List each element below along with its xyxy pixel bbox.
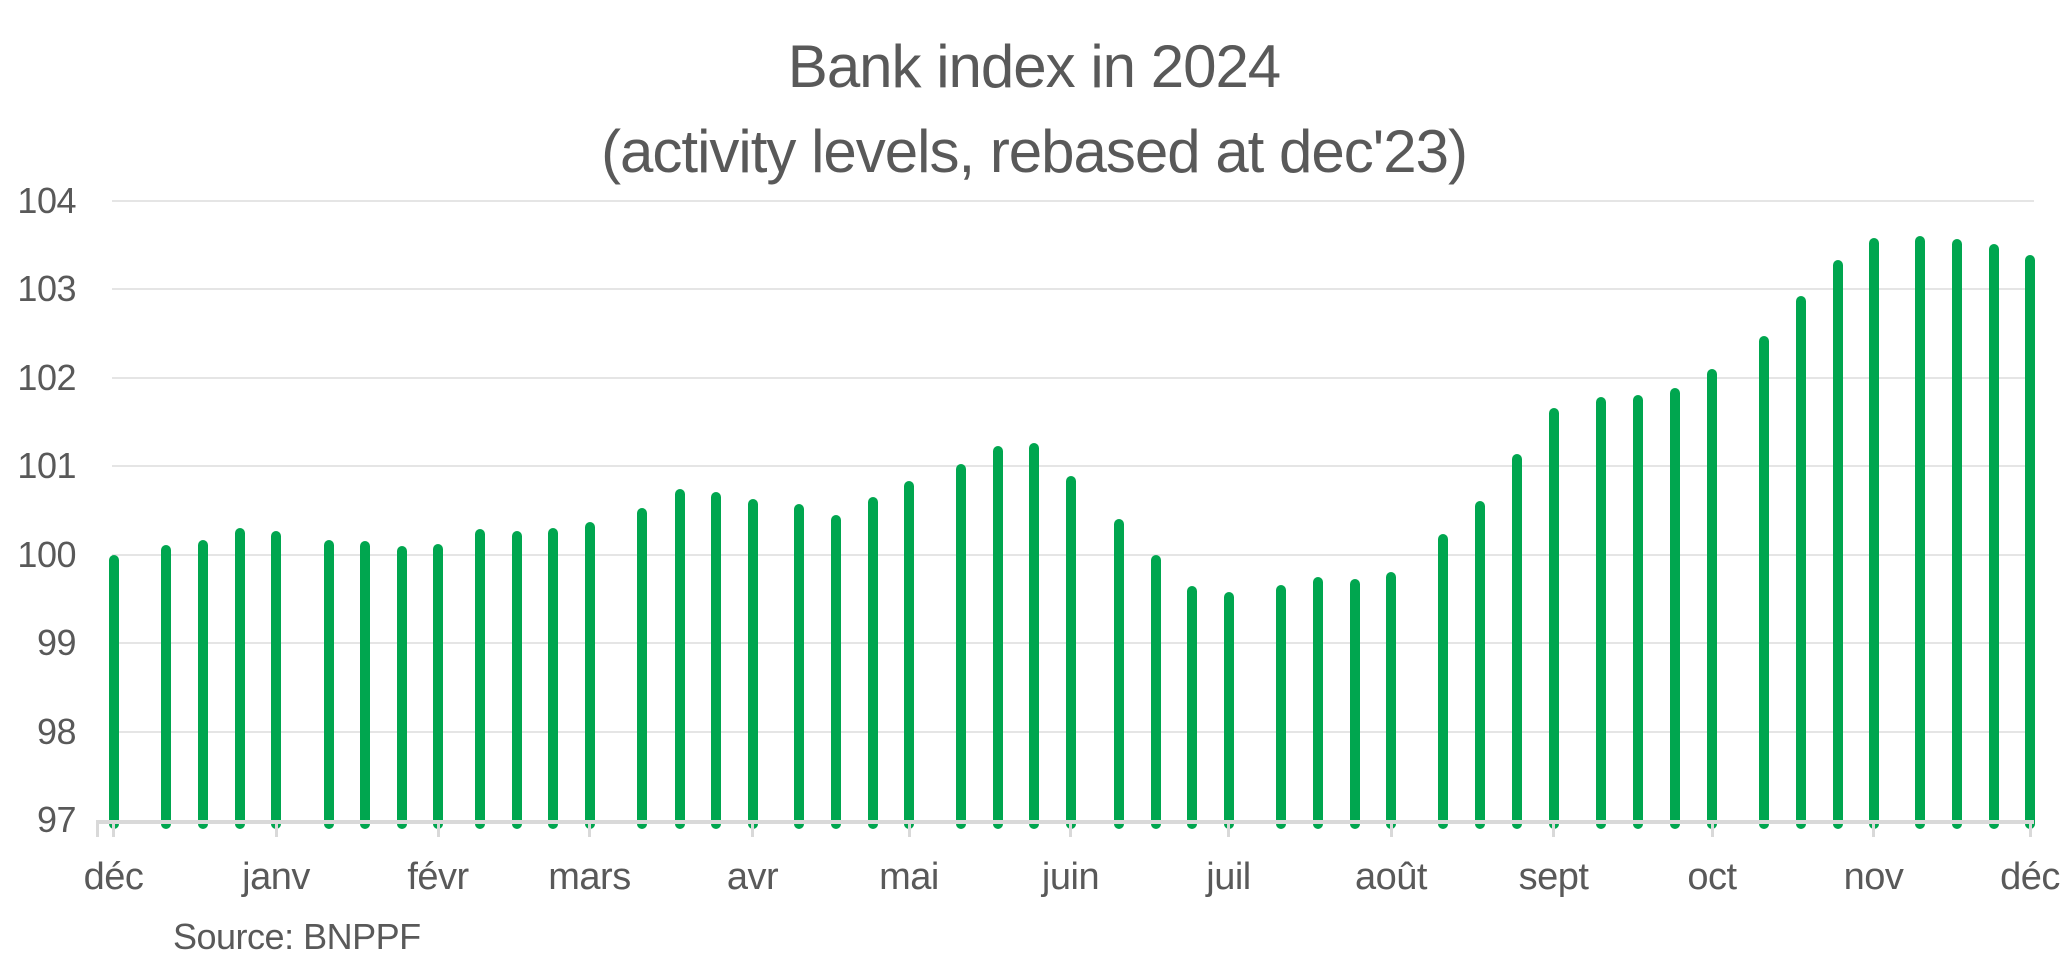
x-axis-label: mars [548,856,631,898]
bar [956,464,966,829]
bar [1438,534,1448,829]
y-axis-label: 101 [17,445,76,486]
bar [1512,453,1522,829]
bar [1223,591,1234,829]
bar [992,445,1003,829]
bar [271,531,281,829]
bar [2025,255,2035,829]
bar [1915,235,1925,829]
bar [674,489,685,829]
gridline [112,376,2034,379]
bar [108,554,119,829]
bar [1187,586,1197,829]
bar [1595,396,1606,829]
bar [1386,572,1396,829]
axis-tick [112,820,115,837]
x-axis-label: sept [1518,856,1589,898]
y-axis-label: 98 [36,710,77,752]
y-axis-label: 103 [17,268,76,309]
x-axis-label: juin [1041,856,1100,898]
bar [1548,408,1559,829]
bar [433,543,443,829]
y-axis-label: 100 [17,533,76,575]
bar [234,527,245,829]
bar [1633,395,1643,829]
bar [198,540,208,829]
bar [1759,335,1769,829]
bar [584,521,595,829]
axis-tick [1872,820,1875,837]
x-axis-line [96,820,2034,824]
x-axis-label: oct [1687,856,1737,898]
bar [511,530,522,829]
chart-title: Bank index in 2024 [787,33,1281,100]
axis-tick [751,820,754,837]
axis-tick [1069,820,1072,837]
bar [161,544,171,829]
y-axis-label: 102 [17,356,76,398]
axis-tick [1710,820,1714,837]
bar [1796,296,1806,829]
bar [711,491,721,829]
axis-tick [1227,820,1230,837]
bar [867,496,878,829]
axis-tick [2028,820,2032,837]
bar [830,514,841,829]
bar [323,540,334,829]
axis-tick [1389,820,1393,837]
chart-title-block: Bank index in 2024 (activity levels, reb… [0,24,2068,194]
bar [1150,554,1161,829]
axis-tick [96,820,99,837]
x-axis-label: mai [879,856,939,898]
bar [1349,579,1360,829]
bar [1707,368,1717,829]
axis-tick [274,820,278,837]
bar [475,528,485,829]
gridline [112,465,2034,467]
bar [1275,585,1286,829]
x-axis-label: févr [407,856,469,898]
x-axis-label: déc [2000,856,2060,898]
bar [747,498,758,829]
axis-tick [1552,820,1555,837]
bar [904,481,914,829]
gridline [112,288,2034,290]
bar [548,527,558,829]
bar [396,545,407,829]
x-axis-label: janv [242,856,310,898]
axis-tick [907,820,911,837]
x-axis-label: nov [1843,856,1904,898]
bar [1475,501,1485,829]
y-axis-label: 99 [36,622,77,663]
x-axis-label: avr [726,856,779,898]
axis-tick [436,820,440,837]
bar [1065,475,1076,829]
bar [1868,237,1879,829]
y-axis-label: 97 [36,799,77,840]
axis-tick [588,820,591,837]
bar [360,541,370,829]
x-axis-label: déc [83,856,144,898]
bar [1113,519,1124,829]
bar [1670,388,1680,829]
chart-subtitle: (activity levels, rebased at dec'23) [601,118,1468,185]
x-axis-label: août [1355,856,1427,898]
bar [793,504,804,829]
gridline [112,199,2034,202]
y-axis-label: 104 [17,179,76,221]
bar [1952,239,1962,829]
x-axis-label: juil [1206,856,1251,898]
bar [1312,576,1323,829]
source-note: Source: BNPPF [173,916,421,957]
bar [637,508,647,829]
bar [1029,442,1039,829]
bar [1988,243,1999,829]
bar [1833,259,1843,829]
